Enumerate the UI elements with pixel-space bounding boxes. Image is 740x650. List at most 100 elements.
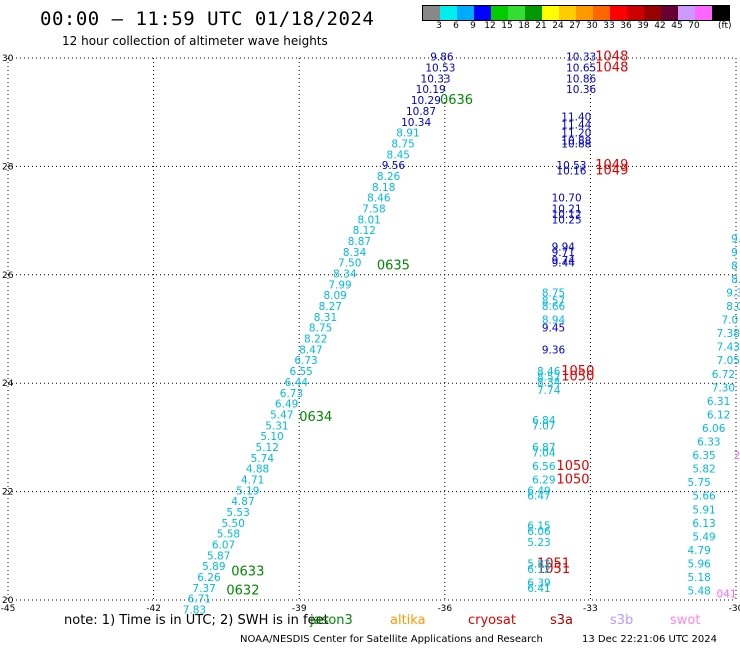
y-tick-label: 24 — [2, 379, 14, 389]
legend-altika: altika — [390, 613, 426, 628]
wave-height-label: 4.79 — [687, 545, 710, 557]
colorbar-swatch — [593, 6, 610, 20]
wave-height-label: 9.71 — [552, 247, 575, 259]
wave-height-label: 6.06 — [527, 526, 551, 538]
colorbar-swatch — [627, 6, 644, 20]
wave-height-label: 8.31 — [314, 312, 337, 324]
wave-height-label: 8.75 — [309, 323, 332, 335]
colorbar-unit: (ft) — [718, 21, 732, 31]
colorbar-swatch — [712, 6, 729, 20]
colorbar-label: 15 — [501, 21, 513, 31]
wave-height-label: 5.89 — [202, 561, 225, 573]
wave-height-label: 7.83 — [183, 605, 206, 617]
wave-height-label: 4.71 — [241, 474, 264, 486]
colorbar-swatch — [491, 6, 508, 20]
wave-height-label: 6.12 — [707, 409, 730, 421]
y-tick-label: 30 — [2, 54, 14, 64]
wave-height-label: 7.07 — [532, 420, 555, 432]
colorbar-swatch — [542, 6, 559, 20]
wave-height-label: 5.10 — [260, 431, 283, 443]
wave-height-label: 6.07 — [212, 540, 235, 552]
pass-time-label: 1049 — [595, 164, 628, 179]
pass-time-label: 0632 — [226, 584, 259, 599]
pass-time-label: 1051 — [537, 562, 570, 577]
wave-height-label: 6.49 — [275, 399, 298, 411]
x-tick-label: -36 — [437, 604, 452, 614]
wave-height-label: 10.21 — [552, 203, 582, 215]
wave-height-label: 5.82 — [527, 558, 550, 570]
wave-height-label: 5.66 — [692, 491, 716, 503]
wave-height-label: 5.74 — [251, 453, 275, 465]
footer-credit: NOAA/NESDIS Center for Satellite Applica… — [240, 634, 543, 645]
wave-height-label: 6.73 — [294, 355, 317, 367]
wave-height-label: 6.33 — [697, 437, 720, 449]
x-tick-label: -45 — [1, 604, 16, 614]
colorbar-label: 27 — [569, 21, 581, 31]
wave-height-label: 7.37 — [192, 583, 215, 595]
wave-height-label: 5.19 — [236, 485, 259, 497]
wave-height-label: 6.56 — [532, 461, 556, 473]
y-tick-label: 28 — [2, 162, 14, 172]
x-tick-label: -39 — [292, 604, 307, 614]
colorbar-swatch — [678, 6, 695, 20]
wave-height-label: 9.36 — [542, 344, 566, 356]
pass-time-label: 1050 — [556, 459, 589, 474]
wave-height-label: 5.50 — [222, 518, 245, 530]
wave-height-label: 8.34 — [343, 247, 367, 259]
wave-height-label: 6.87 — [532, 442, 555, 454]
colorbar-label: 24 — [552, 21, 564, 31]
colorbar-label: 42 — [654, 21, 666, 31]
wave-height-label: 7.04 — [532, 447, 556, 459]
wave-height-label: 10.65 — [566, 63, 596, 75]
wave-height-label: 9 — [731, 247, 738, 259]
wave-height-label: 10.34 — [401, 117, 431, 129]
pass-time-label: 1048 — [595, 50, 628, 65]
wave-height-label: 10.88 — [561, 136, 591, 148]
wave-height-label: 7.58 — [362, 203, 385, 215]
wave-height-label: 7.05 — [717, 355, 740, 367]
wave-height-label: 7.30 — [712, 382, 735, 394]
wave-height-label: 10.29 — [411, 95, 441, 107]
wave-height-label: 10.88 — [561, 138, 591, 150]
colorbar-label: 9 — [470, 21, 476, 31]
colorbar-swatch — [440, 6, 457, 20]
wave-height-label: 5.96 — [687, 558, 711, 570]
pass-time-label: 1051 — [537, 556, 570, 571]
wave-height-label: 11.44 — [561, 119, 591, 131]
pass-time-label: 1048 — [595, 61, 628, 76]
colorbar-label: 33 — [603, 21, 615, 31]
wave-height-label: 5.53 — [226, 507, 249, 519]
wave-height-label: 10.19 — [416, 84, 446, 96]
wave-height-label: 8.26 — [377, 171, 401, 183]
legend-s3a: s3a — [550, 613, 574, 628]
wave-height-label: 5.18 — [687, 572, 710, 584]
wave-height-label: 6.13 — [692, 518, 715, 530]
wave-height-label: 10.53 — [556, 160, 586, 172]
wave-height-label: 8.09 — [323, 290, 346, 302]
wave-height-label: 11.40 — [561, 111, 591, 123]
wave-height-label: 5.31 — [265, 420, 288, 432]
wave-height-label: 8.87 — [348, 236, 371, 248]
wave-height-label: 10.12 — [552, 209, 582, 221]
wave-height-label: 8.18 — [372, 182, 395, 194]
wave-height-label: 10.87 — [406, 106, 436, 118]
wave-height-label: 6.72 — [712, 369, 735, 381]
pass-time-label: 1050 — [556, 472, 589, 487]
wave-height-label: 6.84 — [532, 415, 556, 427]
wave-height-label: 6.26 — [197, 572, 221, 584]
legend-swot: swot — [670, 613, 701, 628]
y-tick-label: 20 — [2, 596, 14, 606]
wave-height-label: 8.22 — [304, 334, 327, 346]
wave-height-label: 6.15 — [527, 521, 550, 533]
wave-height-label: 6.06 — [702, 423, 726, 435]
wave-height-label: 5.87 — [207, 550, 230, 562]
pass-time-label: 0633 — [231, 565, 264, 580]
x-tick-label: -33 — [583, 604, 598, 614]
colorbar-label: 3 — [436, 21, 442, 31]
colorbar-swatch — [610, 6, 627, 20]
colorbar-label: 39 — [637, 21, 649, 31]
wave-height-label: 6.29 — [532, 474, 555, 486]
wave-height-label: 8.75 — [391, 138, 414, 150]
pass-time-label: 0634 — [299, 410, 332, 425]
